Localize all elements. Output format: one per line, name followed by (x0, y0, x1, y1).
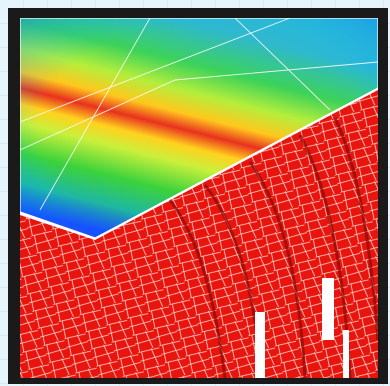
body (0, 0, 390, 386)
screenshot (0, 0, 390, 386)
gap (322, 278, 334, 340)
render (20, 18, 378, 378)
page: {} html, body { margin: 0; padding: 0; w… (0, 0, 390, 386)
gap (343, 330, 349, 378)
gap (255, 312, 265, 378)
